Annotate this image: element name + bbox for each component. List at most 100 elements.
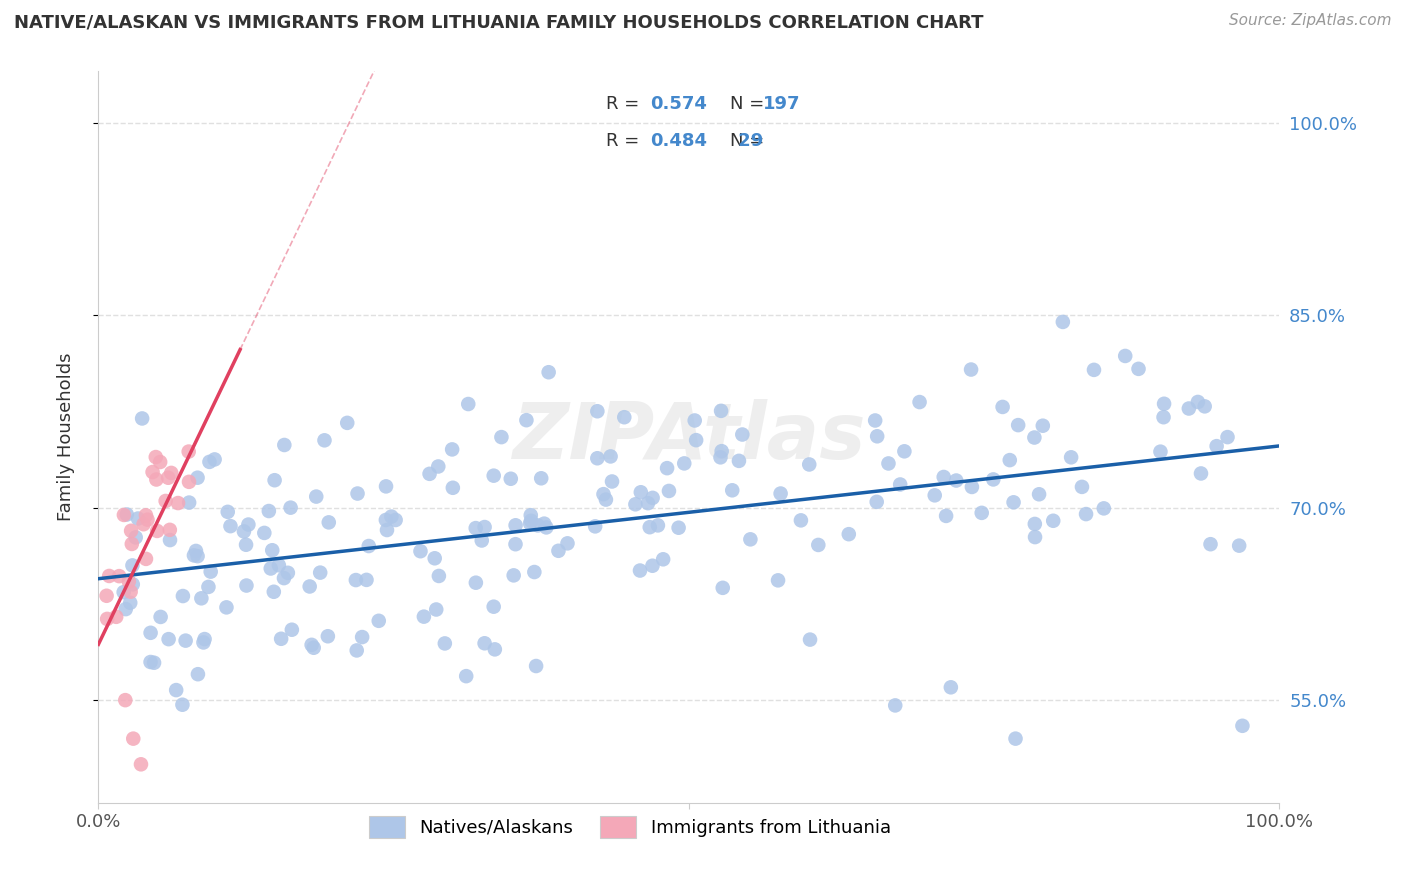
Point [380, 509, 402, 524]
Point [710, 404, 733, 418]
Point [1032, 418, 1054, 433]
Point [484, 642, 506, 657]
Point [1227, 539, 1250, 553]
Point [474, 520, 496, 534]
Point [728, 454, 751, 468]
Point [991, 400, 1014, 414]
Point [108, 569, 131, 583]
Legend: Natives/Alaskans, Immigrants from Lithuania: Natives/Alaskans, Immigrants from Lithua… [361, 808, 898, 845]
Point [799, 632, 821, 647]
Point [96, 589, 118, 603]
Point [586, 404, 609, 418]
Point [260, 561, 283, 575]
Point [499, 472, 522, 486]
Text: N =: N = [731, 95, 765, 113]
Point [939, 681, 962, 695]
Point [165, 683, 187, 698]
Point [519, 516, 541, 531]
Point [893, 444, 915, 458]
Point [139, 655, 162, 669]
Point [409, 544, 432, 558]
Point [1083, 363, 1105, 377]
Point [253, 525, 276, 540]
Point [142, 465, 165, 479]
Point [149, 455, 172, 469]
Point [790, 513, 813, 527]
Point [1194, 400, 1216, 414]
Point [1002, 495, 1025, 509]
Point [118, 574, 141, 589]
Point [143, 656, 166, 670]
Point [932, 470, 955, 484]
Point [217, 505, 239, 519]
Point [935, 508, 957, 523]
Point [600, 475, 623, 489]
Point [1060, 450, 1083, 465]
Point [157, 471, 180, 485]
Point [638, 520, 661, 534]
Point [281, 623, 304, 637]
Point [1042, 514, 1064, 528]
Point [235, 538, 257, 552]
Point [129, 757, 152, 772]
Point [135, 552, 157, 566]
Point [1024, 516, 1046, 531]
Point [177, 444, 200, 458]
Point [157, 632, 180, 647]
Point [257, 504, 280, 518]
Point [515, 413, 537, 427]
Text: 0.484: 0.484 [651, 132, 707, 150]
Point [346, 643, 368, 657]
Point [1114, 349, 1136, 363]
Point [352, 630, 374, 644]
Point [197, 580, 219, 594]
Point [273, 571, 295, 585]
Point [456, 669, 478, 683]
Point [586, 451, 609, 466]
Point [121, 577, 143, 591]
Point [112, 508, 135, 522]
Text: Source: ZipAtlas.com: Source: ZipAtlas.com [1229, 13, 1392, 29]
Point [583, 519, 606, 533]
Point [318, 516, 340, 530]
Point [270, 632, 292, 646]
Point [149, 610, 172, 624]
Point [423, 551, 446, 566]
Point [159, 523, 181, 537]
Point [658, 483, 681, 498]
Point [637, 496, 659, 510]
Text: NATIVE/ALASKAN VS IMMIGRANTS FROM LITHUANIA FAMILY HOUSEHOLDS CORRELATION CHART: NATIVE/ALASKAN VS IMMIGRANTS FROM LITHUA… [14, 13, 984, 31]
Point [1071, 480, 1094, 494]
Point [172, 589, 194, 603]
Point [721, 483, 744, 498]
Point [683, 413, 706, 427]
Point [502, 568, 524, 582]
Point [505, 518, 527, 533]
Point [866, 429, 889, 443]
Point [641, 491, 664, 505]
Point [652, 552, 675, 566]
Point [524, 659, 547, 673]
Point [184, 544, 207, 558]
Point [1092, 501, 1115, 516]
Point [613, 410, 636, 425]
Point [131, 411, 153, 425]
Point [183, 549, 205, 563]
Point [1205, 439, 1227, 453]
Point [177, 475, 200, 489]
Point [527, 518, 550, 533]
Point [302, 640, 325, 655]
Text: 197: 197 [763, 95, 800, 113]
Point [139, 625, 162, 640]
Point [336, 416, 359, 430]
Point [1199, 537, 1222, 551]
Point [160, 466, 183, 480]
Point [187, 471, 209, 485]
Point [1189, 467, 1212, 481]
Point [599, 450, 621, 464]
Point [441, 442, 464, 457]
Point [105, 609, 128, 624]
Point [482, 599, 505, 614]
Point [121, 558, 143, 573]
Point [1028, 487, 1050, 501]
